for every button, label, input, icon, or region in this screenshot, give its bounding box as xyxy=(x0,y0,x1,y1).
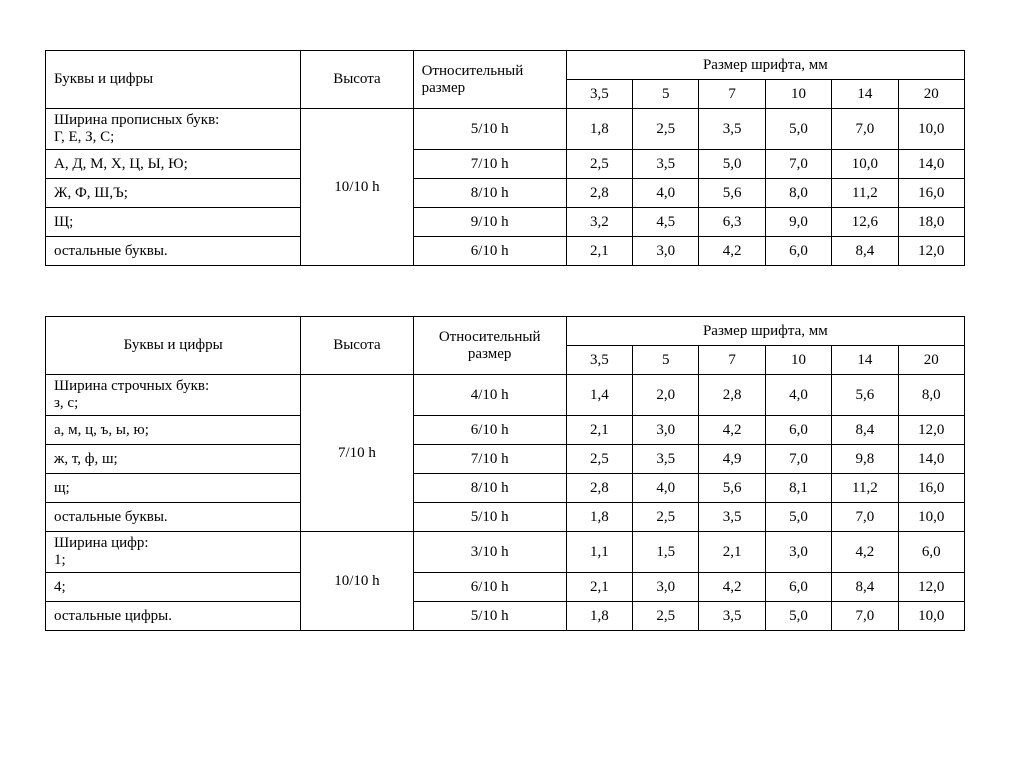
hdr-relsize: Относительный размер xyxy=(413,51,566,109)
t1-group-title: Ширина прописных букв: xyxy=(54,112,292,129)
hdr-height: Высота xyxy=(301,51,413,109)
table-row: а, м, ц, ъ, ы, ю; 6/10 h 2,13,04,26,08,4… xyxy=(46,416,965,445)
table-row: Ширина цифр: 1; 10/10 h 3/10 h 1,11,52,1… xyxy=(46,532,965,573)
table-row: Щ; 9/10 h 3,24,56,39,012,618,0 xyxy=(46,208,965,237)
table-row: щ; 8/10 h 2,84,05,68,111,216,0 xyxy=(46,474,965,503)
table-row: 4; 6/10 h 2,13,04,26,08,412,0 xyxy=(46,573,965,602)
table-row: Ширина прописных букв: Г, Е, З, С; 10/10… xyxy=(46,109,965,150)
table-row: А, Д, М, Х, Ц, Ы, Ю; 7/10 h 2,53,55,07,0… xyxy=(46,150,965,179)
table-row: Ж, Ф, Ш,Ъ; 8/10 h 2,84,05,68,011,216,0 xyxy=(46,179,965,208)
hdr-letters: Буквы и цифры xyxy=(46,51,301,109)
table-uppercase-widths: Буквы и цифры Высота Относительный разме… xyxy=(45,50,965,266)
table-row: остальные буквы. 6/10 h 2,13,04,26,08,41… xyxy=(46,237,965,266)
hdr-fontsize: Размер шрифта, мм xyxy=(566,51,964,80)
table-row: Ширина строчных букв: з, с; 7/10 h 4/10 … xyxy=(46,375,965,416)
table-row: ж, т, ф, ш; 7/10 h 2,53,54,97,09,814,0 xyxy=(46,445,965,474)
table-lowercase-and-digits: Буквы и цифры Высота Относительный разме… xyxy=(45,316,965,631)
t1-r0-label: Г, Е, З, С; xyxy=(54,129,292,146)
table-row: остальные буквы. 5/10 h 1,82,53,55,07,01… xyxy=(46,503,965,532)
table-row: остальные цифры. 5/10 h 1,82,53,55,07,01… xyxy=(46,602,965,631)
t1-height-value: 10/10 h xyxy=(301,109,413,266)
